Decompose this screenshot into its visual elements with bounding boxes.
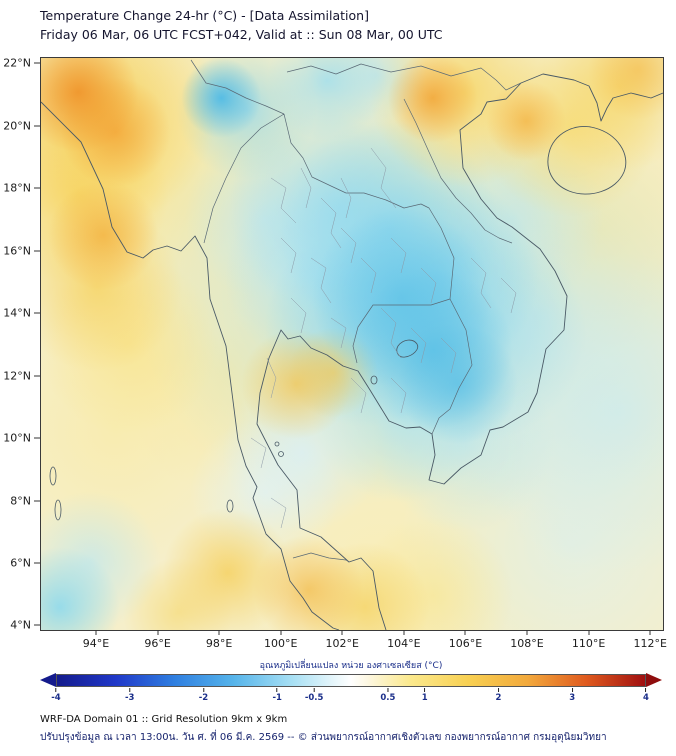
lat-tick-label: 12°N [3, 369, 31, 383]
lat-axis: 22°N 20°N 18°N 16°N 14°N 12°N 10°N 8°N 6°N 4°N [0, 56, 40, 632]
map-plot [40, 57, 664, 631]
lon-tick-label: 98°E [205, 637, 233, 650]
colorbar [40, 673, 662, 687]
colorbar-tick: 3 [569, 688, 575, 703]
lon-tick-mark [157, 630, 159, 635]
lat-tick-label: 18°N [3, 181, 31, 195]
lat-tick-label: 16°N [3, 244, 31, 258]
temperature-field [41, 58, 663, 630]
lat-tick-label: 14°N [3, 306, 31, 320]
colorbar-tick: 4 [643, 688, 649, 703]
colorbar-tick: -2 [199, 688, 208, 703]
province-borders-path [250, 147, 517, 529]
colorbar-tick: -1 [273, 688, 282, 703]
lon-tick-mark [95, 630, 97, 635]
colorbar-tick: -3 [125, 688, 134, 703]
lat-tick-mark [34, 312, 40, 314]
lon-tick-label: 94°E [82, 637, 110, 650]
lon-tick-mark [218, 630, 220, 635]
lake-tonle-sap [396, 339, 419, 358]
lon-tick-label: 112°E [633, 637, 667, 650]
lon-tick-label: 96°E [144, 637, 171, 650]
lat-tick-label: 4°N [10, 618, 31, 632]
lat-tick-mark [34, 562, 40, 564]
small-islands [49, 375, 378, 521]
colorbar-tick: -4 [51, 688, 61, 703]
page-title: Temperature Change 24-hr (°C) - [Data As… [40, 8, 369, 23]
colorbar-label: อุณหภูมิเปลี่ยนแปลง หน่วย องศาเซลเซียส (… [259, 661, 443, 671]
colorbar-left-arrow [40, 673, 56, 687]
lon-tick-label: 102°E [325, 637, 360, 650]
footer-update-info: ปรับปรุงข้อมูล ณ เวลา 13:00น. วัน ศ. ที่… [40, 732, 607, 743]
header: Temperature Change 24-hr (°C) - [Data As… [40, 6, 443, 45]
colorbar-tick: 2 [496, 688, 501, 703]
lon-tick-mark [649, 630, 651, 635]
lat-tick-label: 22°N [3, 56, 31, 70]
lon-axis: 94°E 96°E 98°E 100°E 102°E 104°E 106°E 108°E 110… [40, 630, 667, 650]
lat-tick-mark [34, 624, 40, 626]
colorbar-tick: -0.5 [305, 688, 323, 703]
lat-tick-label: 20°N [3, 119, 31, 133]
colorbar-gradient [56, 673, 646, 687]
lon-tick-mark [464, 630, 466, 635]
lat-tick-label: 6°N [10, 556, 31, 570]
island-hainan [547, 126, 627, 195]
lat-tick-mark [34, 62, 40, 64]
lat-tick-label: 8°N [10, 494, 31, 508]
lon-tick-label: 110°E [571, 637, 606, 650]
lon-tick-mark [280, 630, 282, 635]
coastline-path [41, 73, 663, 630]
lat-tick-label: 10°N [3, 431, 31, 445]
lat-tick-mark [34, 250, 40, 252]
lat-tick-mark [34, 125, 40, 127]
lon-tick-mark [526, 630, 528, 635]
lat-tick-mark [34, 437, 40, 439]
lon-tick-label: 106°E [448, 637, 483, 650]
country-borders-path [190, 59, 522, 563]
lon-tick-label: 104°E [387, 637, 421, 650]
colorbar-tick: 1 [422, 688, 428, 703]
geography-overlay [41, 59, 663, 630]
colorbar-tick: 0.5 [380, 688, 395, 703]
lon-tick-mark [588, 630, 590, 635]
lon-tick-label: 100°E [263, 637, 298, 650]
lon-tick-mark [341, 630, 343, 635]
colorbar-ticks: -4 -3 -2 -1 -0.5 0.5 1 2 3 4 [51, 688, 649, 706]
colorbar-right-arrow [646, 673, 662, 687]
lat-tick-mark [34, 500, 40, 502]
lat-tick-mark [34, 375, 40, 377]
page-subtitle: Friday 06 Mar, 06 UTC FCST+042, Valid at… [40, 27, 443, 43]
lon-tick-label: 108°E [510, 637, 544, 650]
footer-domain-info: WRF-DA Domain 01 :: Grid Resolution 9km … [40, 714, 288, 725]
lat-tick-mark [34, 187, 40, 189]
lon-tick-mark [403, 630, 405, 635]
